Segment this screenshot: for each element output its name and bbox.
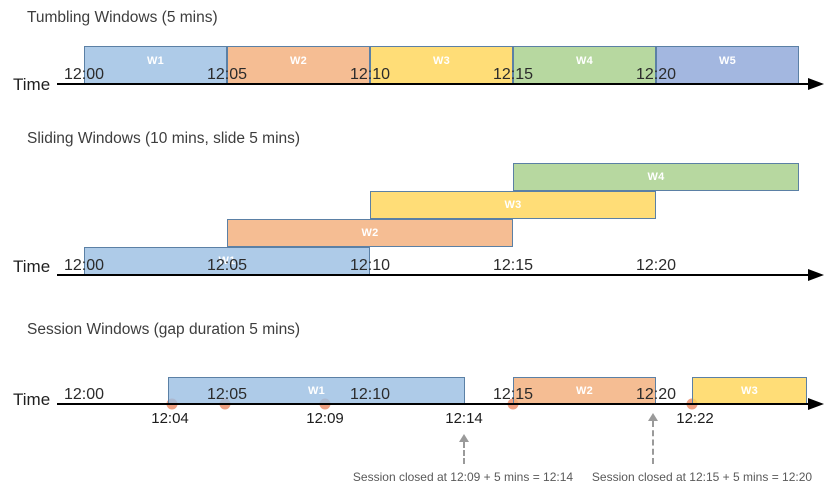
section-title-session: Session Windows (gap duration 5 mins) <box>27 321 301 338</box>
event-time-label: 12:14 <box>445 410 483 427</box>
window-label: W2 <box>361 227 379 239</box>
window-box <box>370 191 656 219</box>
tick-label: 12:00 <box>63 257 105 274</box>
tick-label: 12:10 <box>349 386 391 403</box>
axis-arrow-icon <box>808 398 824 410</box>
window-box <box>656 46 799 84</box>
window-label: W4 <box>647 171 665 183</box>
window-label: W3 <box>740 384 759 397</box>
window-box <box>227 219 513 247</box>
dashed-arrow-line <box>652 421 654 464</box>
tick-label: 12:20 <box>635 257 677 274</box>
session-annotation: Session closed at 12:09 + 5 mins = 12:14 <box>352 470 574 484</box>
tick-label: 12:05 <box>206 386 248 403</box>
dashed-arrow-icon <box>648 413 658 421</box>
window-label: W3 <box>504 199 522 211</box>
axis-arrow-icon <box>808 269 824 281</box>
tick-label: 12:10 <box>349 66 391 83</box>
event-time-label: 12:09 <box>306 410 344 427</box>
dashed-arrow-icon <box>459 434 469 442</box>
tick-label: 12:20 <box>635 66 677 83</box>
window-label: W1 <box>146 55 165 67</box>
tick-label: 12:10 <box>349 257 391 274</box>
tick-label: 12:00 <box>63 66 105 83</box>
window-label: W1 <box>307 384 326 397</box>
time-axis-label-sliding: Time <box>13 257 51 276</box>
section-title-tumbling: Tumbling Windows (5 mins) <box>27 9 218 26</box>
tick-label: 12:15 <box>492 386 534 403</box>
tick-label: 12:15 <box>492 66 534 83</box>
axis-line <box>57 403 808 405</box>
tick-label: 12:20 <box>635 386 677 403</box>
section-title-sliding: Sliding Windows (10 mins, slide 5 mins) <box>27 130 301 147</box>
window-box <box>84 46 227 84</box>
session-annotation: Session closed at 12:15 + 5 mins = 12:20 <box>591 470 813 484</box>
event-time-label: 12:22 <box>676 410 714 427</box>
window-label: W5 <box>718 55 737 67</box>
tick-label: 12:00 <box>63 386 105 403</box>
tick-label: 12:05 <box>206 257 248 274</box>
tick-label: 12:05 <box>206 66 248 83</box>
window-box <box>168 377 465 404</box>
window-box <box>84 247 370 275</box>
window-label: W3 <box>432 55 451 67</box>
window-label: W2 <box>289 55 308 67</box>
axis-line <box>57 274 808 276</box>
event-time-label: 12:04 <box>151 410 189 427</box>
window-box <box>513 163 799 191</box>
dashed-arrow-line <box>463 442 465 464</box>
window-box <box>370 46 513 84</box>
time-axis-label-session: Time <box>13 390 51 409</box>
tick-label: 12:15 <box>492 257 534 274</box>
window-box <box>513 377 656 404</box>
window-label: W2 <box>575 384 594 397</box>
window-label: W4 <box>575 55 594 67</box>
window-label: W1 <box>218 255 236 267</box>
time-axis-label-tumbling: Time <box>13 75 51 94</box>
axis-arrow-icon <box>808 78 824 90</box>
axis-line <box>57 83 808 85</box>
